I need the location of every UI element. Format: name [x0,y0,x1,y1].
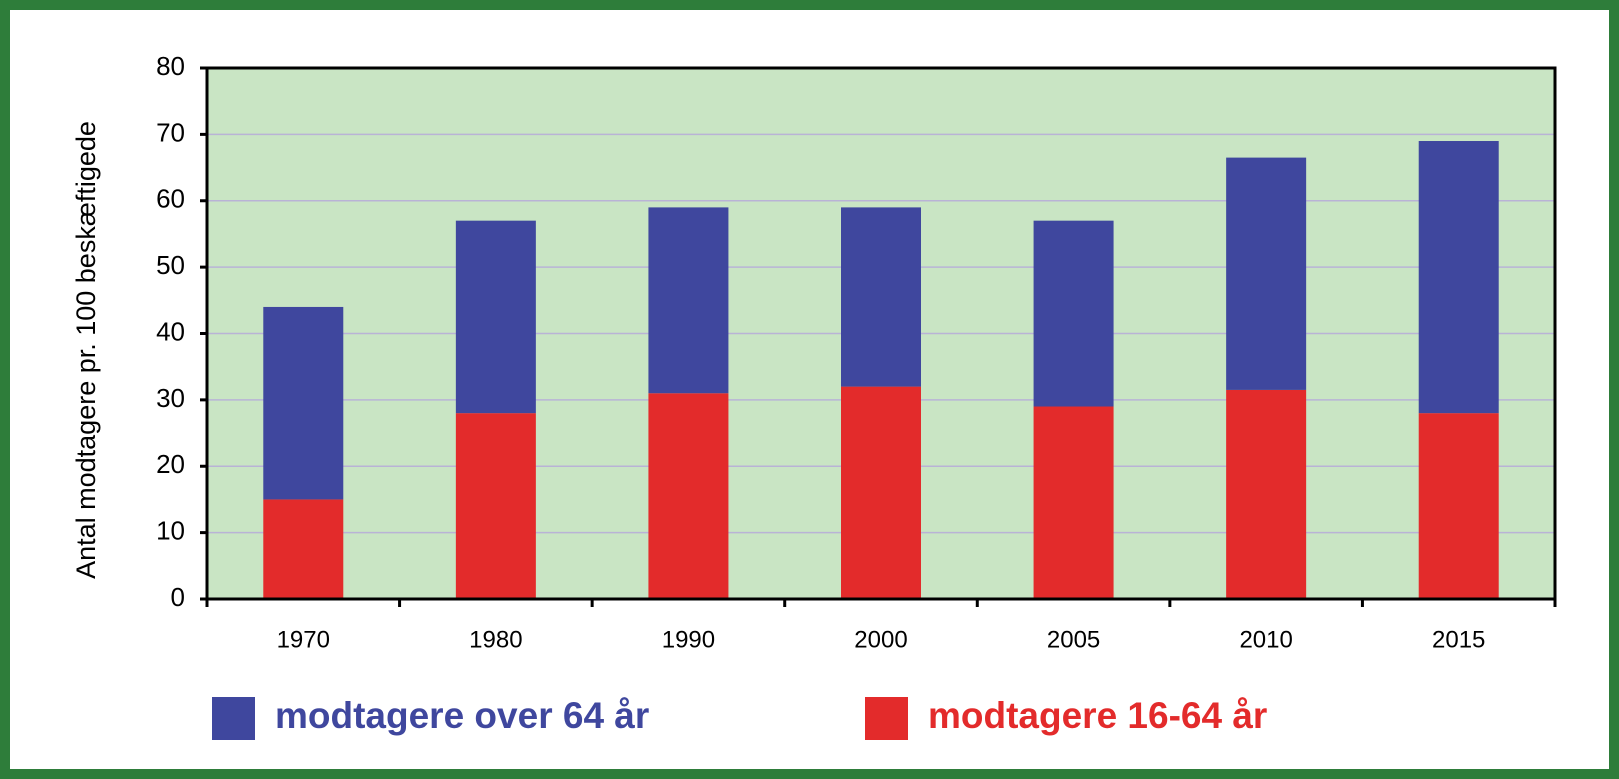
y-tick-label: 50 [156,250,185,280]
bar-segment [263,306,344,500]
bar-segment [1033,406,1114,599]
x-tick-label: 2005 [1047,626,1100,653]
legend-label: modtagere over 64 år [275,695,649,736]
plot-border [205,66,1557,601]
y-axis-label: Antal modtagere pr. 100 beskæftigede [71,121,101,579]
bar-segment [1418,413,1499,599]
y-tick-label: 40 [156,316,185,346]
y-tick-label: 20 [156,449,185,479]
bar-segment [648,393,729,599]
x-tick-label: 1990 [662,626,715,653]
bar-segment [1418,141,1499,414]
y-tick-label: 60 [156,184,185,214]
x-tick-label: 2000 [854,626,907,653]
bar-segment [841,386,921,599]
bar-segment [263,499,344,599]
bar-segment [648,207,729,394]
x-tick-label: 1970 [277,626,330,653]
y-tick-label: 0 [171,582,185,612]
x-tick-label: 1980 [469,626,522,653]
x-tick-label: 2010 [1239,626,1292,653]
y-tick-label: 10 [156,516,185,546]
y-tick-label: 70 [156,117,185,147]
bar-segment [841,207,921,387]
legend-label: modtagere 16-64 år [928,695,1267,736]
bar-segment [1226,389,1307,599]
bar-segment [455,220,536,414]
bar-segment [455,413,536,599]
bar-segment [1033,220,1114,407]
bar-segment [1226,157,1307,390]
y-tick-label: 30 [156,383,185,413]
legend-swatch [865,697,908,740]
y-tick-label: 80 [156,51,185,81]
legend-swatch [212,697,255,740]
x-tick-label: 2015 [1432,626,1485,653]
